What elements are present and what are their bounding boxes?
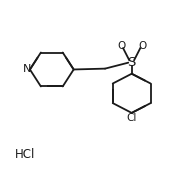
Text: O: O <box>117 42 125 52</box>
Text: S: S <box>128 56 136 69</box>
Text: O: O <box>138 42 146 52</box>
Text: N: N <box>23 64 31 74</box>
Text: Cl: Cl <box>126 113 137 123</box>
Text: HCl: HCl <box>15 148 35 161</box>
